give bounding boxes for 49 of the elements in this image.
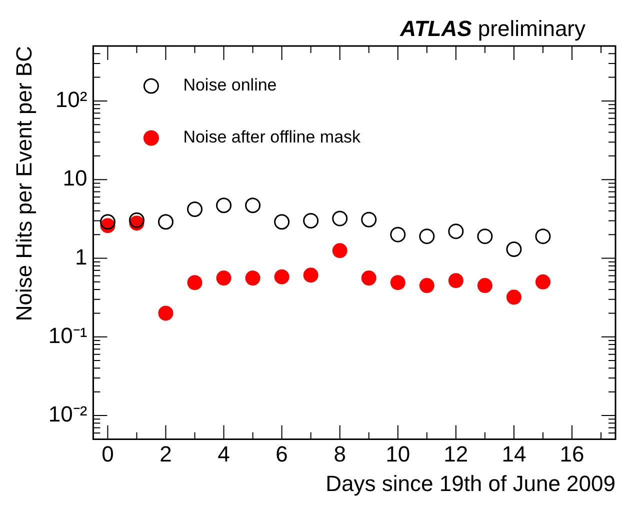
- y-tick-label: 10²: [55, 87, 88, 112]
- point: [187, 201, 203, 217]
- point: [448, 273, 464, 288]
- point: [535, 228, 551, 244]
- x-tick-label: 10: [386, 441, 410, 466]
- point: [448, 224, 464, 240]
- chart-title: ATLAS preliminary: [399, 16, 586, 41]
- x-axis-title: Days since 19th of June 2009: [326, 470, 616, 496]
- x-tick-label: 6: [276, 441, 288, 466]
- point: [535, 274, 550, 290]
- point: [216, 198, 232, 214]
- point: [506, 290, 522, 305]
- point: [332, 243, 348, 258]
- x-tick-label: 16: [560, 441, 584, 466]
- x-tick-label: 14: [502, 441, 526, 466]
- x-tick-label: 8: [334, 441, 346, 466]
- x-tick-label: 2: [160, 441, 172, 466]
- point: [245, 198, 261, 214]
- legend-label: Noise after offline mask: [183, 128, 362, 147]
- point: [303, 268, 318, 283]
- point: [419, 278, 434, 294]
- x-tick-label: 12: [444, 441, 468, 466]
- legend-label: Noise online: [183, 76, 277, 95]
- point: [187, 275, 202, 290]
- point: [158, 214, 174, 230]
- point: [303, 212, 319, 228]
- point: [506, 242, 522, 258]
- point: [390, 275, 406, 290]
- x-tick-label: 0: [102, 441, 114, 466]
- point: [419, 228, 435, 244]
- y-tick-label: 1: [74, 244, 88, 270]
- x-tick-label: 4: [218, 441, 230, 466]
- point: [274, 269, 290, 284]
- point: [100, 214, 116, 230]
- point: [361, 212, 377, 228]
- point: [216, 270, 232, 286]
- y-tick-label: 10⁻²: [48, 402, 88, 427]
- point: [332, 210, 348, 226]
- point: [274, 214, 290, 230]
- point: [390, 226, 406, 242]
- point: [245, 270, 260, 286]
- point: [158, 306, 174, 321]
- point: [128, 212, 144, 228]
- point: [477, 278, 492, 294]
- y-tick-label: 10: [62, 166, 88, 191]
- y-axis-title: Noise Hits per Event per BC: [11, 46, 36, 322]
- point: [361, 270, 376, 286]
- y-tick-label: 10⁻¹: [48, 322, 88, 348]
- point: [477, 228, 493, 244]
